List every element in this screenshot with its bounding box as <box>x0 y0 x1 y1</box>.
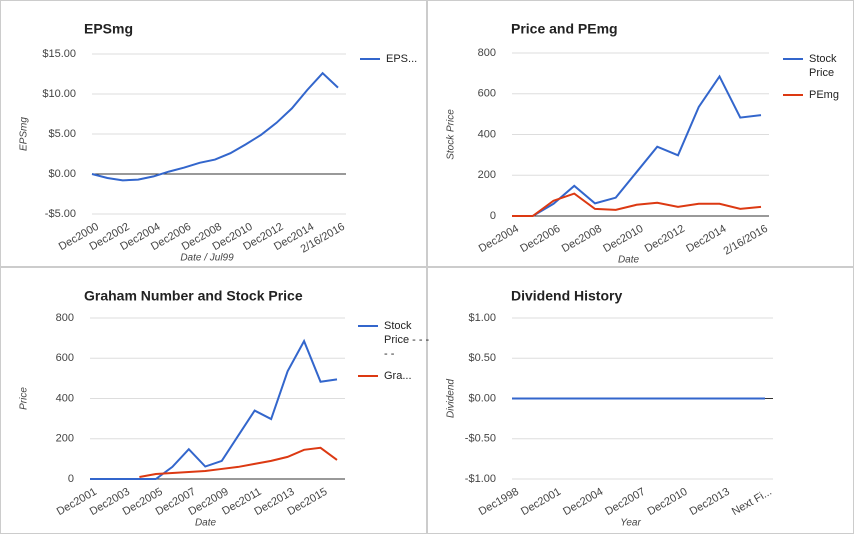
y-axis-label: Price <box>19 387 30 410</box>
y-tick-label: 200 <box>478 169 496 181</box>
series-line <box>90 338 338 480</box>
legend: Stock Price PEmg <box>783 52 855 102</box>
chart-title: Dividend History <box>511 288 622 304</box>
legend-label: Stock Price - - - - - <box>384 320 430 360</box>
x-tick-label: Dec2010 <box>645 486 689 518</box>
x-axis-label: Year <box>620 518 641 529</box>
legend-entry: PEmg <box>783 88 855 102</box>
x-tick-label: Dec2007 <box>603 486 647 518</box>
series-line <box>512 74 762 217</box>
y-tick-label: $10.00 <box>42 88 76 100</box>
legend-label: PEmg <box>809 89 839 101</box>
panel-border <box>0 0 427 267</box>
y-tick-label: 0 <box>490 210 496 222</box>
x-tick-label: Dec2008 <box>560 223 604 255</box>
legend-entry: Stock Price - - - - - <box>358 319 430 361</box>
panel-border <box>427 0 854 267</box>
y-axis-label: Dividend <box>446 379 457 418</box>
x-tick-label: Dec1998 <box>477 486 521 518</box>
legend-swatch <box>783 94 803 96</box>
y-tick-label: $0.50 <box>468 352 496 364</box>
legend-swatch <box>783 58 803 60</box>
panel-border <box>0 267 427 534</box>
y-tick-label: 400 <box>56 392 74 404</box>
legend-swatch <box>358 325 378 327</box>
x-tick-label: Dec2006 <box>518 223 562 255</box>
y-tick-label: $5.00 <box>48 128 76 140</box>
y-tick-label: 600 <box>478 88 496 100</box>
x-axis-label: Date <box>195 518 217 529</box>
y-tick-label: $1.00 <box>468 312 496 324</box>
legend-swatch <box>360 58 380 60</box>
chart-title: Price and PEmg <box>511 21 618 37</box>
x-tick-label: Dec2012 <box>643 223 687 255</box>
x-axis-label: Date / Jul99 <box>180 253 234 264</box>
legend: Stock Price - - - - - Gra... <box>358 319 430 383</box>
x-tick-label: Dec2001 <box>519 486 563 518</box>
y-tick-label: 200 <box>56 433 74 445</box>
y-tick-label: $15.00 <box>42 48 76 60</box>
series-line <box>512 192 762 217</box>
series-line <box>91 71 339 182</box>
y-tick-label: 400 <box>478 128 496 140</box>
y-axis-label: Stock Price <box>446 109 457 160</box>
x-tick-label: Dec2014 <box>684 223 728 255</box>
legend-label: Stock Price <box>809 53 837 79</box>
y-axis-label: EPSmg <box>19 117 30 151</box>
legend: EPS... <box>360 52 432 66</box>
y-tick-label: $0.00 <box>48 168 76 180</box>
legend-entry: EPS... <box>360 52 432 66</box>
x-tick-label: Dec2004 <box>561 486 605 518</box>
legend-swatch <box>358 375 378 377</box>
x-axis-label: Date <box>618 255 640 266</box>
legend-label: Gra... <box>384 370 412 382</box>
chart-title: EPSmg <box>84 21 133 37</box>
legend-entry: Gra... <box>358 369 430 383</box>
x-tick-label: Next Fi... <box>730 486 774 518</box>
y-tick-label: -$0.50 <box>465 433 496 445</box>
y-tick-label: 800 <box>56 312 74 324</box>
y-tick-label: -$1.00 <box>465 473 496 485</box>
x-tick-label: Dec2004 <box>477 223 521 255</box>
legend-label: EPS... <box>386 53 418 65</box>
y-tick-label: 0 <box>68 473 74 485</box>
x-tick-label: Dec2010 <box>601 223 645 255</box>
y-tick-label: 600 <box>56 352 74 364</box>
y-tick-label: 800 <box>478 47 496 59</box>
x-tick-label: 2/16/2016 <box>722 223 770 258</box>
x-tick-label: Dec2013 <box>688 486 732 518</box>
y-tick-label: -$5.00 <box>45 208 76 220</box>
legend-entry: Stock Price <box>783 52 855 80</box>
y-tick-label: $0.00 <box>468 392 496 404</box>
series-line <box>139 446 338 478</box>
chart-title: Graham Number and Stock Price <box>84 288 303 304</box>
panel-border <box>427 267 854 534</box>
